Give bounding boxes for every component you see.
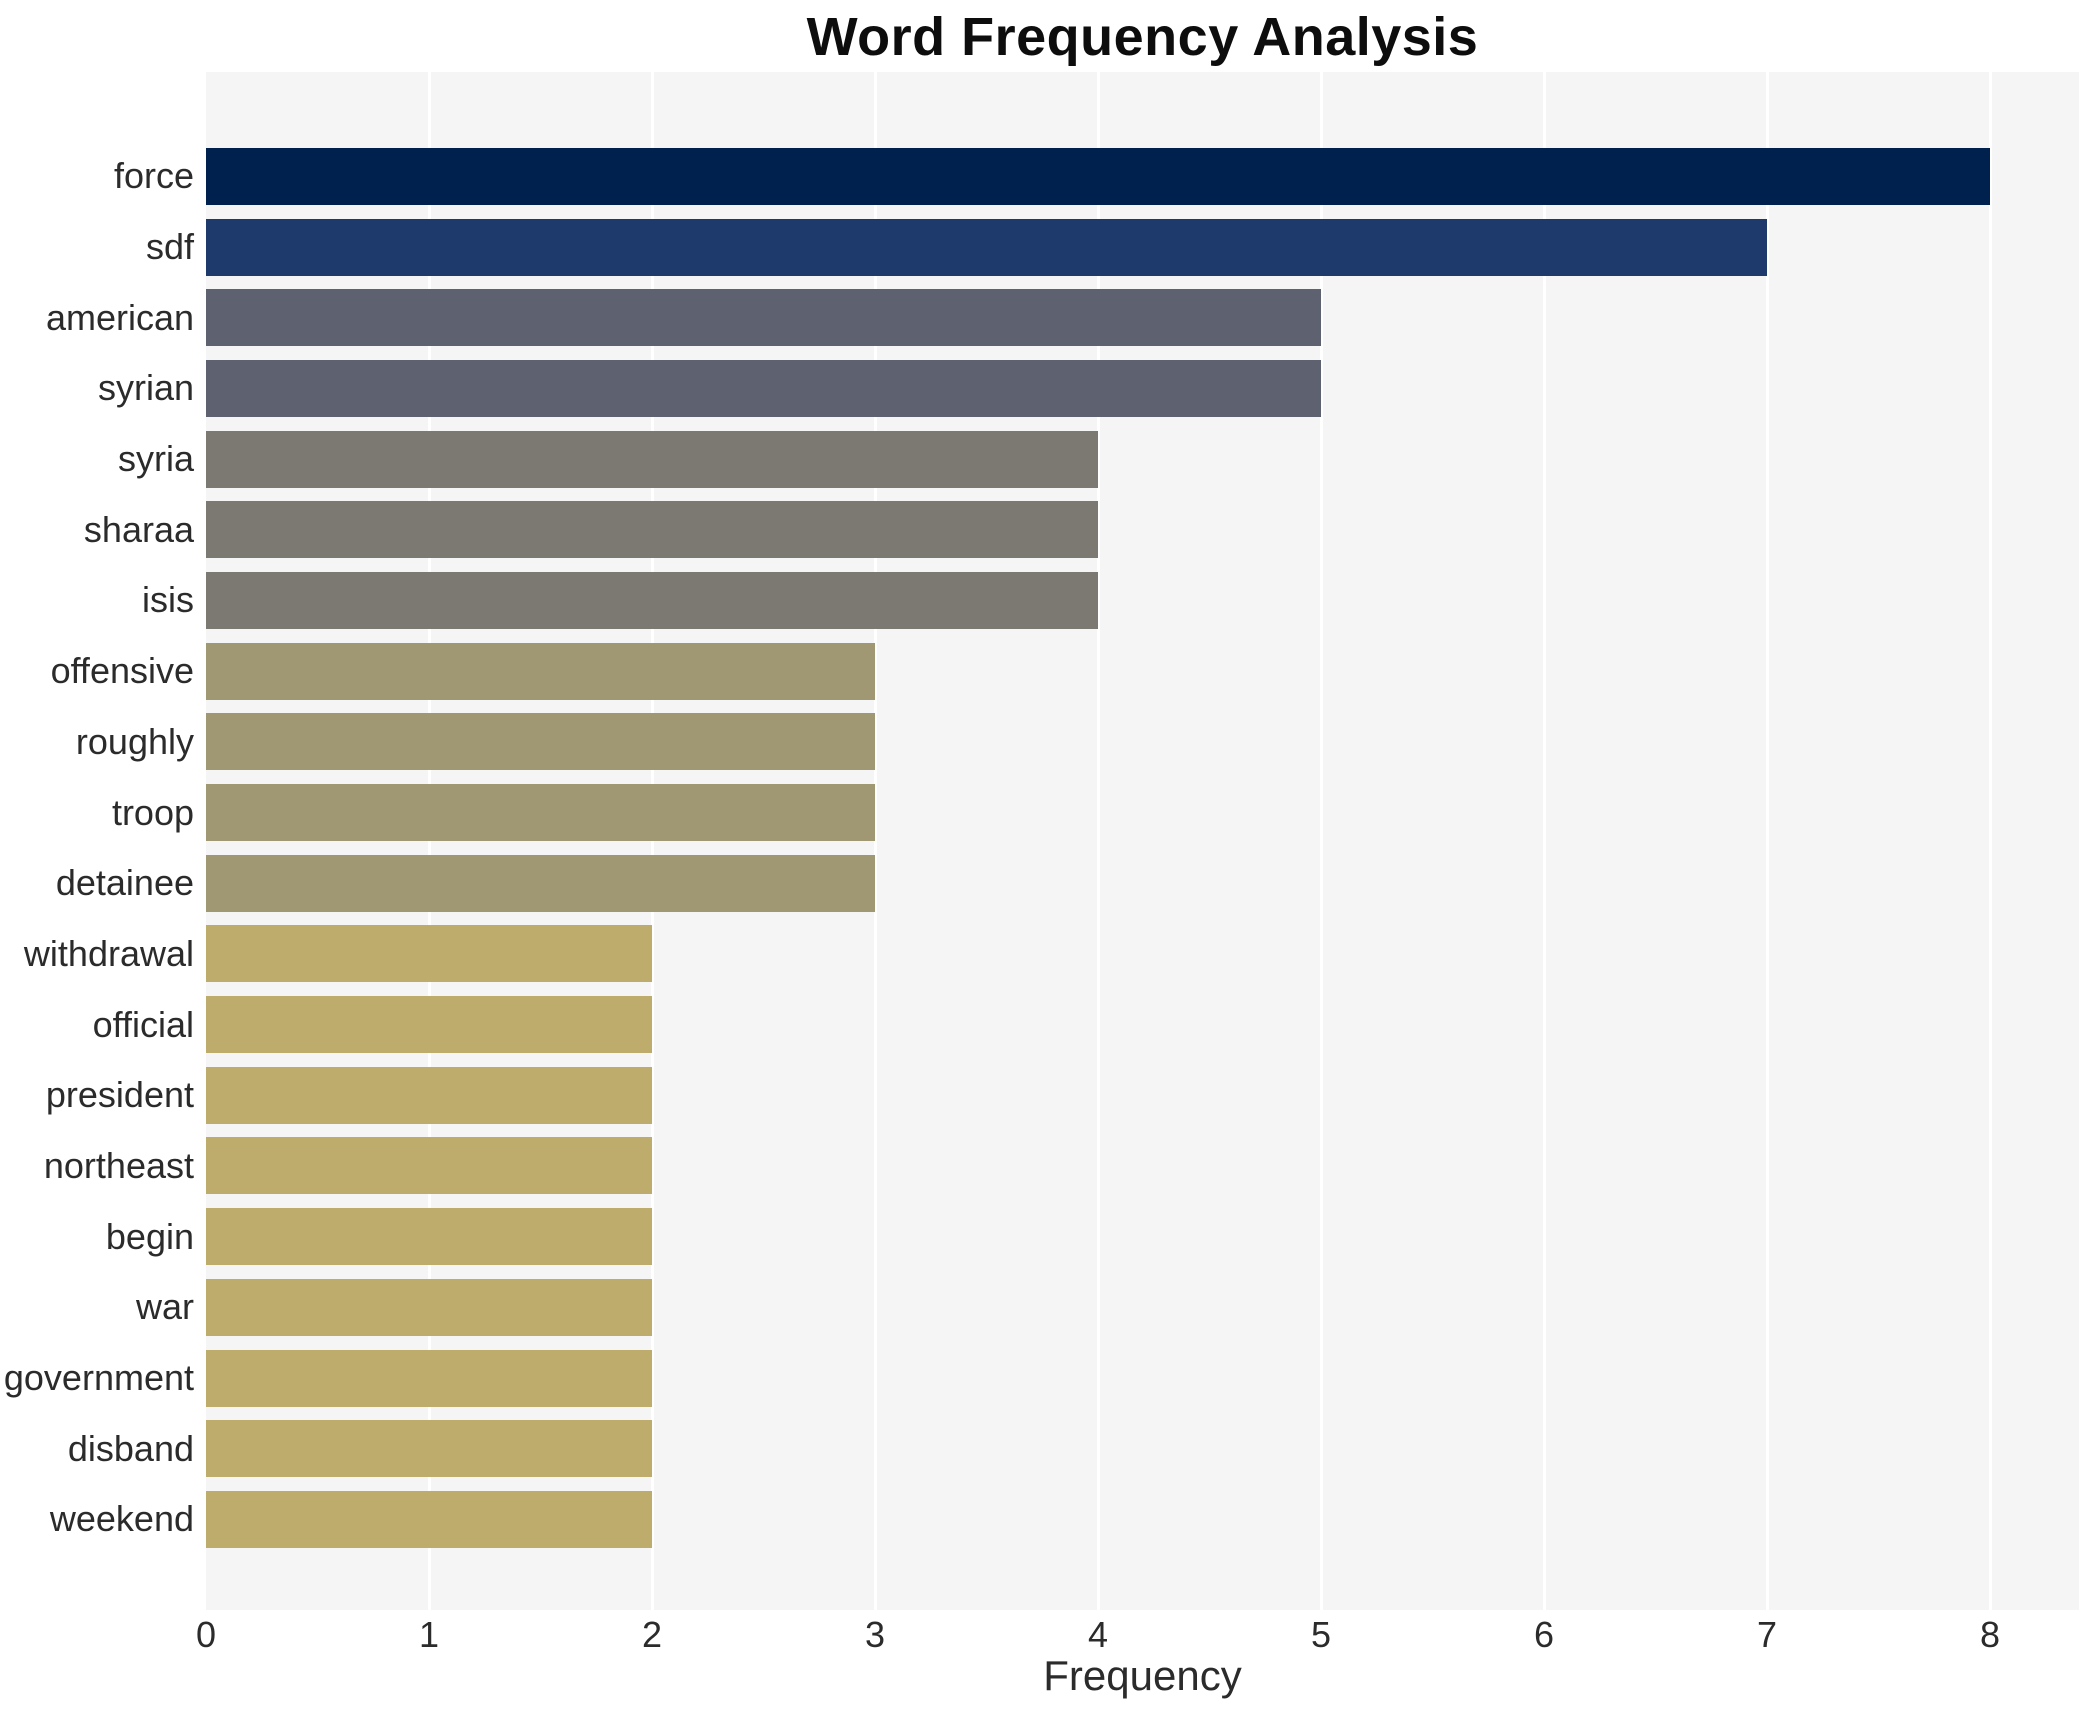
x-tick-label: 7 (1756, 1614, 1778, 1655)
bar-row: northeast (0, 1131, 2085, 1202)
y-tick-label: official (92, 1003, 194, 1045)
bar (206, 571, 1098, 629)
x-tick-label: 8 (1979, 1614, 2001, 1655)
y-tick-label: government (3, 1357, 194, 1399)
gridline (1988, 72, 1992, 1610)
bar-row: withdrawal (0, 919, 2085, 990)
gridline (1319, 72, 1323, 1610)
y-tick-label: sharaa (83, 508, 194, 550)
bar-row: government (0, 1343, 2085, 1414)
bar (206, 996, 652, 1054)
bar (206, 289, 1321, 347)
bar-row: president (0, 1060, 2085, 1131)
y-tick-label: isis (142, 579, 194, 621)
bar-row: official (0, 989, 2085, 1060)
bar (206, 359, 1321, 417)
x-tick-label: 2 (641, 1614, 663, 1655)
bar (206, 147, 1990, 205)
bar (206, 784, 875, 842)
x-tick-label: 4 (1087, 1614, 1109, 1655)
bar (206, 1349, 652, 1407)
x-tick-label: 0 (195, 1614, 217, 1655)
bar-rows-container: force sdf american syrian syria sharaa isis off… (0, 72, 2085, 1610)
gridline (873, 72, 877, 1610)
bar (206, 1278, 652, 1336)
bar (206, 1420, 652, 1478)
bar-row: disband (0, 1413, 2085, 1484)
bar-row: syrian (0, 353, 2085, 424)
bar (206, 713, 875, 771)
bar-row: detainee (0, 848, 2085, 919)
bar (206, 218, 1767, 276)
bar (206, 1490, 652, 1548)
bar-row: roughly (0, 707, 2085, 778)
bar (206, 1208, 652, 1266)
x-tick-label: 5 (1310, 1614, 1332, 1655)
y-tick-label: disband (67, 1427, 194, 1469)
bar (206, 854, 875, 912)
y-tick-label: offensive (50, 650, 194, 692)
y-tick-label: northeast (43, 1144, 194, 1186)
bar (206, 1066, 652, 1124)
bar-row: sdf (0, 212, 2085, 283)
bar-row: sharaa (0, 494, 2085, 565)
bar-row: force (0, 141, 2085, 212)
bar (206, 642, 875, 700)
x-axis-ticks: 0 1 2 3 4 5 6 7 8 (0, 1614, 2085, 1658)
gridline (1096, 72, 1100, 1610)
y-tick-label: american (45, 296, 194, 338)
x-axis-label: Frequency (1043, 1652, 1242, 1699)
bar (206, 1137, 652, 1195)
y-tick-label: syria (117, 438, 194, 480)
y-tick-label: withdrawal (23, 932, 194, 974)
y-tick-label: weekend (49, 1498, 194, 1540)
bar-row: troop (0, 777, 2085, 848)
y-tick-label: president (45, 1074, 194, 1116)
bar-row: weekend (0, 1484, 2085, 1555)
y-tick-label: detainee (55, 862, 194, 904)
y-tick-label: sdf (145, 226, 194, 268)
bar (206, 501, 1098, 559)
y-tick-label: force (113, 155, 194, 197)
y-tick-label: begin (105, 1215, 194, 1257)
gridline (1542, 72, 1546, 1610)
bar-row: american (0, 282, 2085, 353)
x-tick-label: 6 (1533, 1614, 1555, 1655)
x-tick-label: 3 (864, 1614, 886, 1655)
bar-row: begin (0, 1201, 2085, 1272)
bar (206, 925, 652, 983)
y-tick-label: troop (111, 791, 194, 833)
x-tick-label: 1 (418, 1614, 440, 1655)
y-tick-label: war (135, 1286, 194, 1328)
bar-row: syria (0, 424, 2085, 495)
gridline (1765, 72, 1769, 1610)
bar (206, 430, 1098, 488)
y-tick-label: syrian (97, 367, 194, 409)
chart-title: Word Frequency Analysis (806, 7, 1479, 67)
bar-row: offensive (0, 636, 2085, 707)
bar-row: isis (0, 565, 2085, 636)
bar-row: war (0, 1272, 2085, 1343)
y-tick-label: roughly (75, 720, 194, 762)
